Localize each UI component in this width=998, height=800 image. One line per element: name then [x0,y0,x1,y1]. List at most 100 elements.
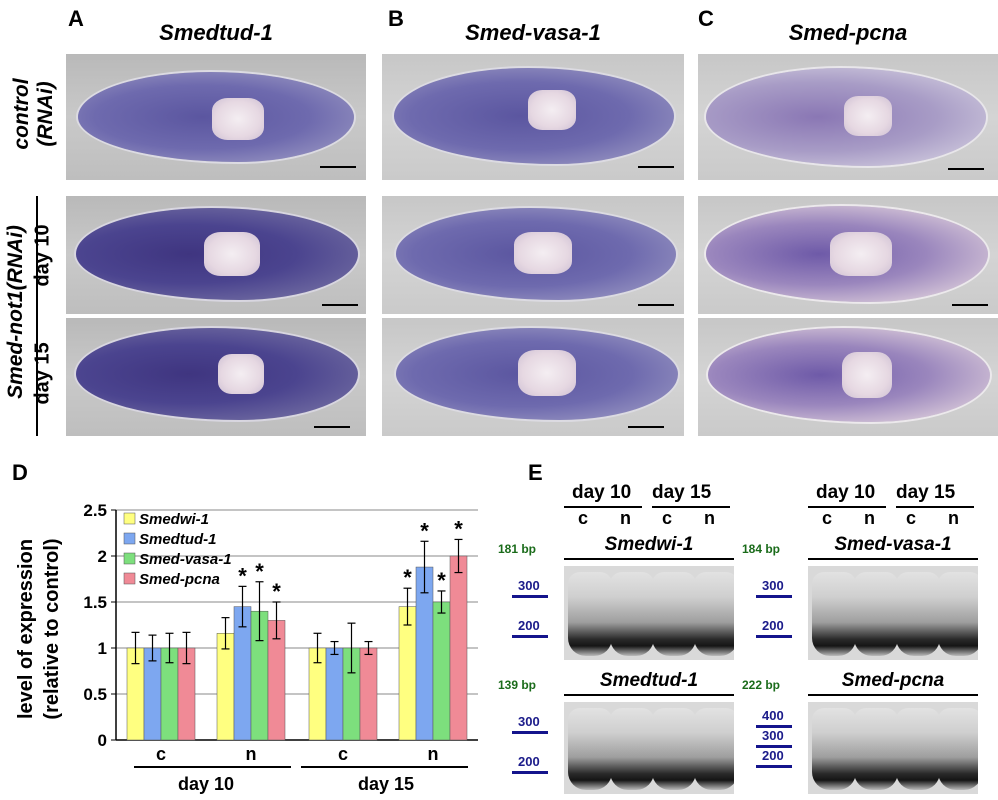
column-title-smedtud: Smedtud-1 [159,20,273,45]
row-label-control: control [10,78,33,150]
gel-image [564,566,734,660]
gel-marker-line [512,731,548,734]
gel-day10-line [808,506,886,508]
gel-lane [568,572,612,656]
gel-marker-label: 200 [518,754,540,769]
gel-lane [694,708,734,790]
scale-bar [314,426,350,428]
y-tick-label: 1 [98,639,107,658]
gel-lane [812,572,856,656]
gel-gene-line [564,558,734,560]
gel-marker-label: 300 [518,578,540,593]
scale-bar [638,304,674,306]
y-axis-label: level of expression (relative to control) [15,538,63,719]
legend-label: Smedtud-1 [139,531,217,548]
y-tick-label: 2.5 [83,501,107,520]
x-category-label: n [428,744,439,764]
gel-lane [854,572,898,656]
gel-marker-line [756,635,792,638]
gel-lane-label: n [948,508,959,528]
legend-swatch [123,532,136,545]
gel-day15-label: day 15 [896,482,956,503]
gel-lane [812,708,856,790]
gel-lane-label: c [578,508,589,528]
gel-gene-name: Smedtud-1 [599,670,699,691]
bar-smed-pcna [359,647,378,741]
gel-day10-line [564,506,642,508]
gel-day15-line [652,506,730,508]
gel-gene-name: Smed-vasa-1 [834,534,952,555]
bar-smed-vasa-1 [432,601,451,741]
column-title-pcna: Smed-pcna [788,20,908,45]
gel-image [564,702,734,794]
row-label-not1: Smed-not1(RNAi) [4,225,27,399]
gel-marker-line [756,595,792,598]
gel-lane-label: c [906,508,917,528]
gel-marker-label: 300 [518,714,540,729]
micrograph-control-pcna [698,54,998,180]
panel-label-c: C [698,6,714,31]
gel-marker-line [756,725,792,728]
micrograph-day10-pcna [698,196,998,314]
x-group-label: day 15 [358,774,414,794]
gel-lane [694,572,734,656]
gel-product-size: 222 bp [742,678,781,692]
gel-gene-line [808,558,978,560]
gel-product-size: 139 bp [498,678,537,692]
micrograph-control-smedtud [66,54,366,180]
legend-swatch [123,512,136,525]
gel-lane [938,708,978,790]
scale-bar [628,426,664,428]
gel-marker-label: 300 [762,728,784,743]
scale-bar [322,304,358,306]
gel-image [808,702,978,794]
x-category-label: n [246,744,257,764]
gel-lane-label: c [662,508,673,528]
gel-day15-line [896,506,974,508]
legend-label: Smed-vasa-1 [139,551,232,568]
bar-smedtud-1 [325,647,344,741]
gel-marker-line [512,635,548,638]
gel-gene-name: Smedwi-1 [604,534,694,555]
gel-lane [610,708,654,790]
gel-lane [938,572,978,656]
gel-image [808,566,978,660]
micrograph-day15-vasa [382,318,684,436]
gel-marker-label: 400 [762,708,784,723]
row-label-day15: day 15 [31,342,54,405]
gel-product-size: 181 bp [498,542,537,556]
gel-marker-line [756,765,792,768]
panel-label-b: B [388,6,404,31]
gel-marker-label: 300 [762,578,784,593]
gel-marker-line [512,595,548,598]
x-category-label: c [338,744,348,764]
legend-label: Smedwi-1 [139,511,209,528]
gel-lane [652,572,696,656]
y-tick-label: 2 [98,547,107,566]
row-label-rnai: (RNAi) [34,81,57,147]
scale-bar [952,304,988,306]
gel-lane [610,572,654,656]
gel-gene-line [808,694,978,696]
micrograph-control-vasa [382,54,684,180]
gel-lane [854,708,898,790]
gel-product-size: 184 bp [742,542,781,556]
gel-lane-label: n [864,508,875,528]
gel-lane [896,708,940,790]
gel-marker-line [756,745,792,748]
bar-smedwi-1 [398,606,417,741]
gel-day10-label: day 10 [572,482,632,503]
significance-mark: * [437,568,446,593]
y-tick-label: 1.5 [83,593,107,612]
significance-mark: * [454,516,463,541]
gel-gene-name: Smed-pcna [841,670,945,691]
gel-day10-label: day 10 [816,482,876,503]
bar-smed-pcna [449,555,468,741]
panel-label-d: D [12,460,28,485]
legend-swatch [123,572,136,585]
significance-mark: * [238,563,247,588]
y-tick-label: 0.5 [83,685,107,704]
gel-marker-line [512,771,548,774]
significance-mark: * [255,559,264,584]
gel-lane [568,708,612,790]
